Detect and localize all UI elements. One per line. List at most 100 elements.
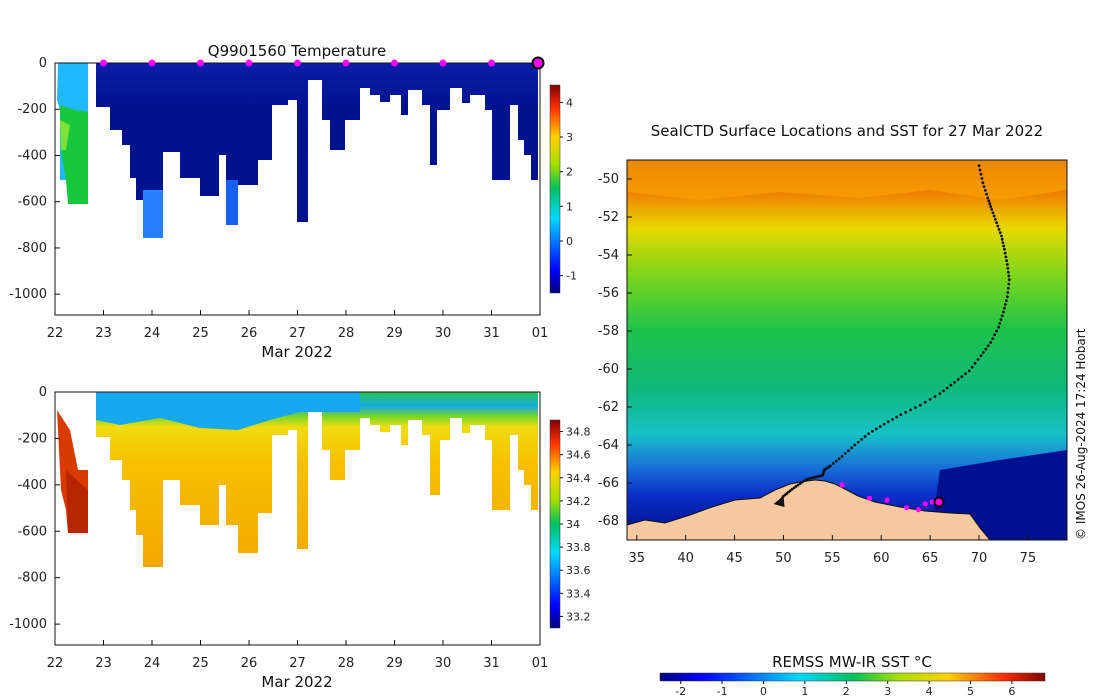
x-tick-label: 24: [144, 656, 161, 671]
track-point: [798, 482, 802, 485]
track-point: [991, 337, 995, 340]
temperature-warm-top: [60, 120, 70, 150]
sst-map-axes: [626, 159, 1068, 541]
x-tick-label: 28: [338, 326, 355, 341]
track-point: [837, 457, 841, 461]
track-point: [982, 185, 986, 189]
sst-colorbar-tick-label: 3: [884, 685, 891, 698]
x-tick-label: 31: [483, 326, 500, 341]
map-x-tick-label: 70: [971, 551, 988, 566]
sst-colorbar-tick-label: 6: [1008, 685, 1015, 698]
track-point: [1005, 295, 1009, 299]
map-y-tick-label: -62: [598, 400, 619, 415]
map-x-tick-label: 45: [726, 551, 743, 566]
x-tick-label: 01: [532, 656, 549, 671]
colorbar-tick-label: 34.4: [566, 472, 591, 485]
y-tick-label: -400: [17, 148, 47, 163]
y-tick-label: -800: [17, 571, 47, 586]
surface-position: [922, 501, 928, 507]
track-point: [1006, 286, 1010, 290]
y-tick-label: -800: [17, 241, 47, 256]
track-end-cluster: [773, 496, 785, 507]
track-point: [909, 408, 912, 412]
x-tick-label: 25: [192, 326, 209, 341]
track-point: [995, 221, 998, 225]
track-point: [945, 386, 949, 390]
track-point: [987, 199, 991, 203]
y-tick-label: -1000: [9, 287, 47, 302]
sst-colorbar-tick-label: 1: [801, 685, 808, 698]
sst-colorbar-tick-label: 2: [843, 685, 850, 698]
map-x-tick-label: 75: [1020, 551, 1037, 566]
track-point: [1000, 314, 1004, 318]
track-point: [979, 172, 983, 176]
surface-marker: [439, 59, 447, 67]
x-tick-label: 24: [144, 326, 161, 341]
seal-track: [773, 164, 1011, 507]
track-point: [1000, 234, 1003, 238]
track-point: [899, 413, 903, 416]
colorbar-tick-label: 2: [566, 166, 573, 179]
sst-colorbar-tick-label: 5: [967, 685, 974, 698]
track-point: [878, 425, 882, 428]
track-point: [801, 480, 804, 484]
x-tick-label: 25: [192, 656, 209, 671]
track-point: [1006, 291, 1010, 294]
map-x-tick-label: 50: [775, 551, 792, 566]
surface-position: [884, 497, 890, 503]
x-tick-label: 27: [289, 656, 306, 671]
track-point: [1007, 274, 1011, 278]
track-point: [895, 415, 899, 419]
temperature-deep-patch: [143, 190, 163, 238]
surface-position: [904, 505, 910, 511]
map-y-tick-label: -64: [598, 438, 619, 453]
salinity-field: [57, 392, 538, 567]
salinity-panel: 22 23 24 25 26 27 28 29 30 31 01 0 -200 -400 -600 -800 -…: [9, 385, 590, 691]
track-point: [967, 369, 971, 373]
surface-marker: [488, 59, 495, 67]
track-point: [914, 406, 917, 409]
track-point: [904, 410, 908, 414]
salinity-fresh-top: [96, 392, 360, 430]
surface-marker: [197, 59, 204, 67]
track-point: [1005, 263, 1009, 266]
track-point: [998, 322, 1002, 325]
sst-map-panel: SealCTD Surface Locations and SST for 27…: [598, 122, 1088, 698]
x-tick-label: 27: [289, 326, 306, 341]
track-point: [995, 329, 998, 333]
track-point: [1004, 255, 1008, 259]
surface-marker: [391, 59, 398, 67]
surface-marker: [100, 59, 107, 67]
track-point: [1001, 241, 1005, 245]
map-y-tick-label: -54: [598, 248, 619, 263]
x-tick-label: 31: [483, 656, 500, 671]
y-tick-label: 0: [39, 385, 47, 400]
x-tick-label: 26: [241, 656, 258, 671]
colorbar-tick-label: 33.4: [566, 587, 591, 600]
temperature-field: [57, 63, 538, 238]
sst-colorbar-tick-label: -2: [675, 685, 686, 698]
antarctica-land: [627, 479, 991, 540]
y-tick-label: -200: [17, 102, 47, 117]
track-point: [1003, 306, 1006, 310]
seal-surface-positions: [839, 482, 945, 513]
track-point: [1006, 270, 1010, 274]
y-tick-label: -600: [17, 195, 47, 210]
map-y-tick-label: -60: [598, 362, 619, 377]
track-point: [860, 437, 864, 441]
temperature-panel: Q9901560 Temperature 22 23 24 25 26 27 28 29 30 3…: [9, 42, 577, 361]
track-point: [960, 375, 964, 378]
colorbar-tick-label: 3: [566, 131, 573, 144]
track-point: [993, 217, 997, 221]
x-tick-label: 23: [95, 656, 112, 671]
track-point: [790, 487, 794, 491]
track-point: [918, 403, 922, 407]
latest-surface-marker: [531, 56, 545, 70]
colorbar-tick-label: 34: [566, 518, 580, 531]
temperature-title: Q9901560 Temperature: [208, 42, 386, 60]
colorbar-tick-label: 33.8: [566, 541, 591, 554]
track-point: [867, 432, 870, 435]
track-point: [984, 347, 988, 351]
track-point: [1006, 266, 1010, 270]
track-point: [993, 333, 997, 337]
